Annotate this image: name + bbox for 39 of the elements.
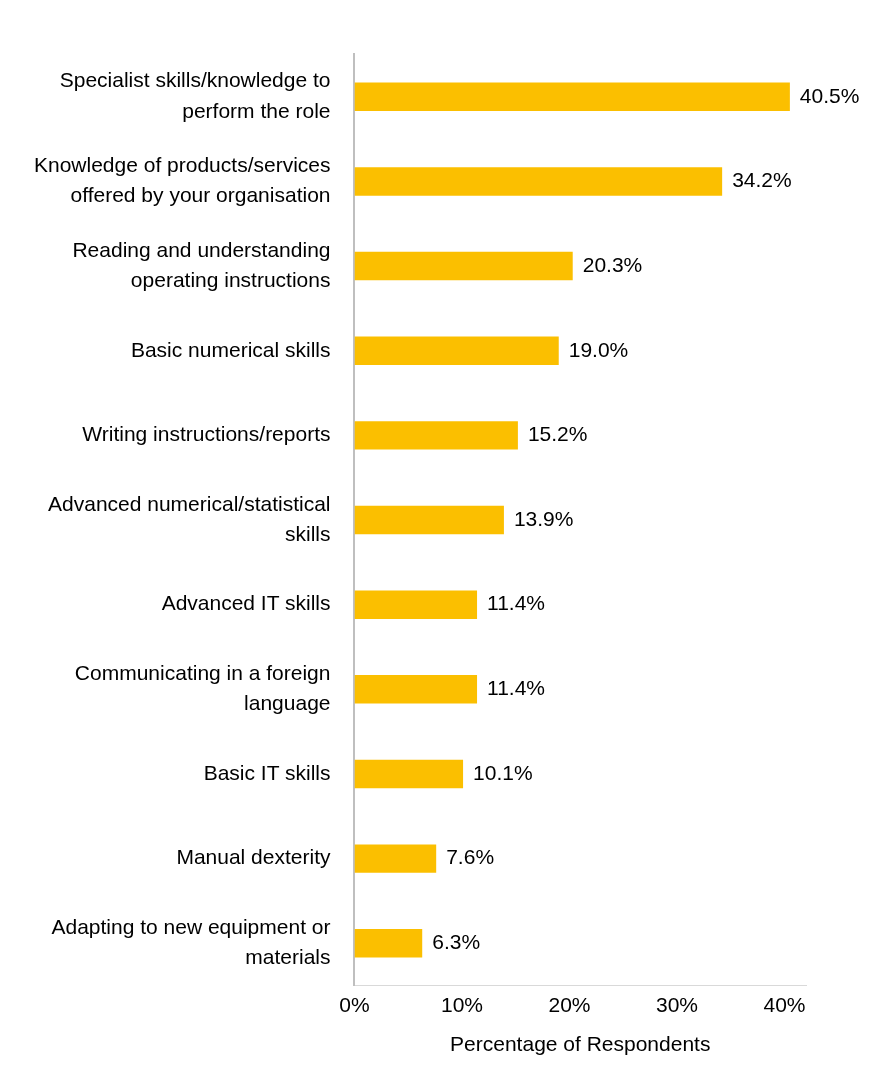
x-tick-label: 40% — [763, 993, 806, 1016]
y-tick-label: Basic IT skills — [203, 760, 331, 784]
data-label: 19.0% — [568, 337, 629, 361]
y-tick-label: Advanced IT skills — [161, 591, 331, 615]
y-tick-label: Communicating in a foreign language — [74, 660, 331, 715]
y-tick-label: Reading and understanding operating instructions — [72, 237, 331, 292]
bar — [354, 675, 478, 704]
y-tick-label: Knowledge of products/services offered by your organisation — [33, 153, 331, 207]
bar — [354, 82, 790, 111]
data-label: 34.2% — [732, 168, 792, 192]
data-label: 15.2% — [527, 422, 588, 446]
data-label: 20.3% — [582, 252, 643, 276]
data-label: 40.5% — [799, 83, 860, 107]
bar — [354, 844, 437, 873]
y-tick-label: Specialist skills/knowledge to perform the role — [59, 68, 331, 122]
bar — [354, 505, 504, 535]
y-tick-label: Writing instructions/reports — [82, 422, 331, 446]
data-label: 7.6% — [446, 845, 495, 869]
y-tick-label: Basic numerical skills — [130, 337, 331, 361]
data-label: 10.1% — [473, 760, 533, 784]
bar — [354, 167, 723, 196]
data-label: 11.4% — [487, 591, 546, 615]
bar — [354, 251, 573, 281]
y-tick-label: Advanced numerical/statistical skills — [48, 491, 331, 546]
data-label: 11.4% — [487, 676, 546, 700]
bar — [354, 421, 518, 450]
x-tick-label: 30% — [655, 993, 699, 1016]
data-label: 6.3% — [432, 930, 481, 954]
x-tick-label: 0% — [339, 993, 370, 1016]
bar — [354, 590, 478, 619]
y-tick-label: Adapting to new equipment or materials — [51, 914, 331, 969]
bar — [354, 759, 464, 789]
bar — [354, 336, 559, 365]
x-tick-label: 10% — [440, 993, 484, 1016]
x-axis-title: Percentage of Respondents — [450, 1032, 711, 1056]
x-tick-label: 20% — [548, 993, 591, 1016]
data-label: 13.9% — [513, 506, 574, 530]
y-tick-label: Manual dexterity — [176, 845, 331, 869]
bar — [354, 929, 423, 958]
